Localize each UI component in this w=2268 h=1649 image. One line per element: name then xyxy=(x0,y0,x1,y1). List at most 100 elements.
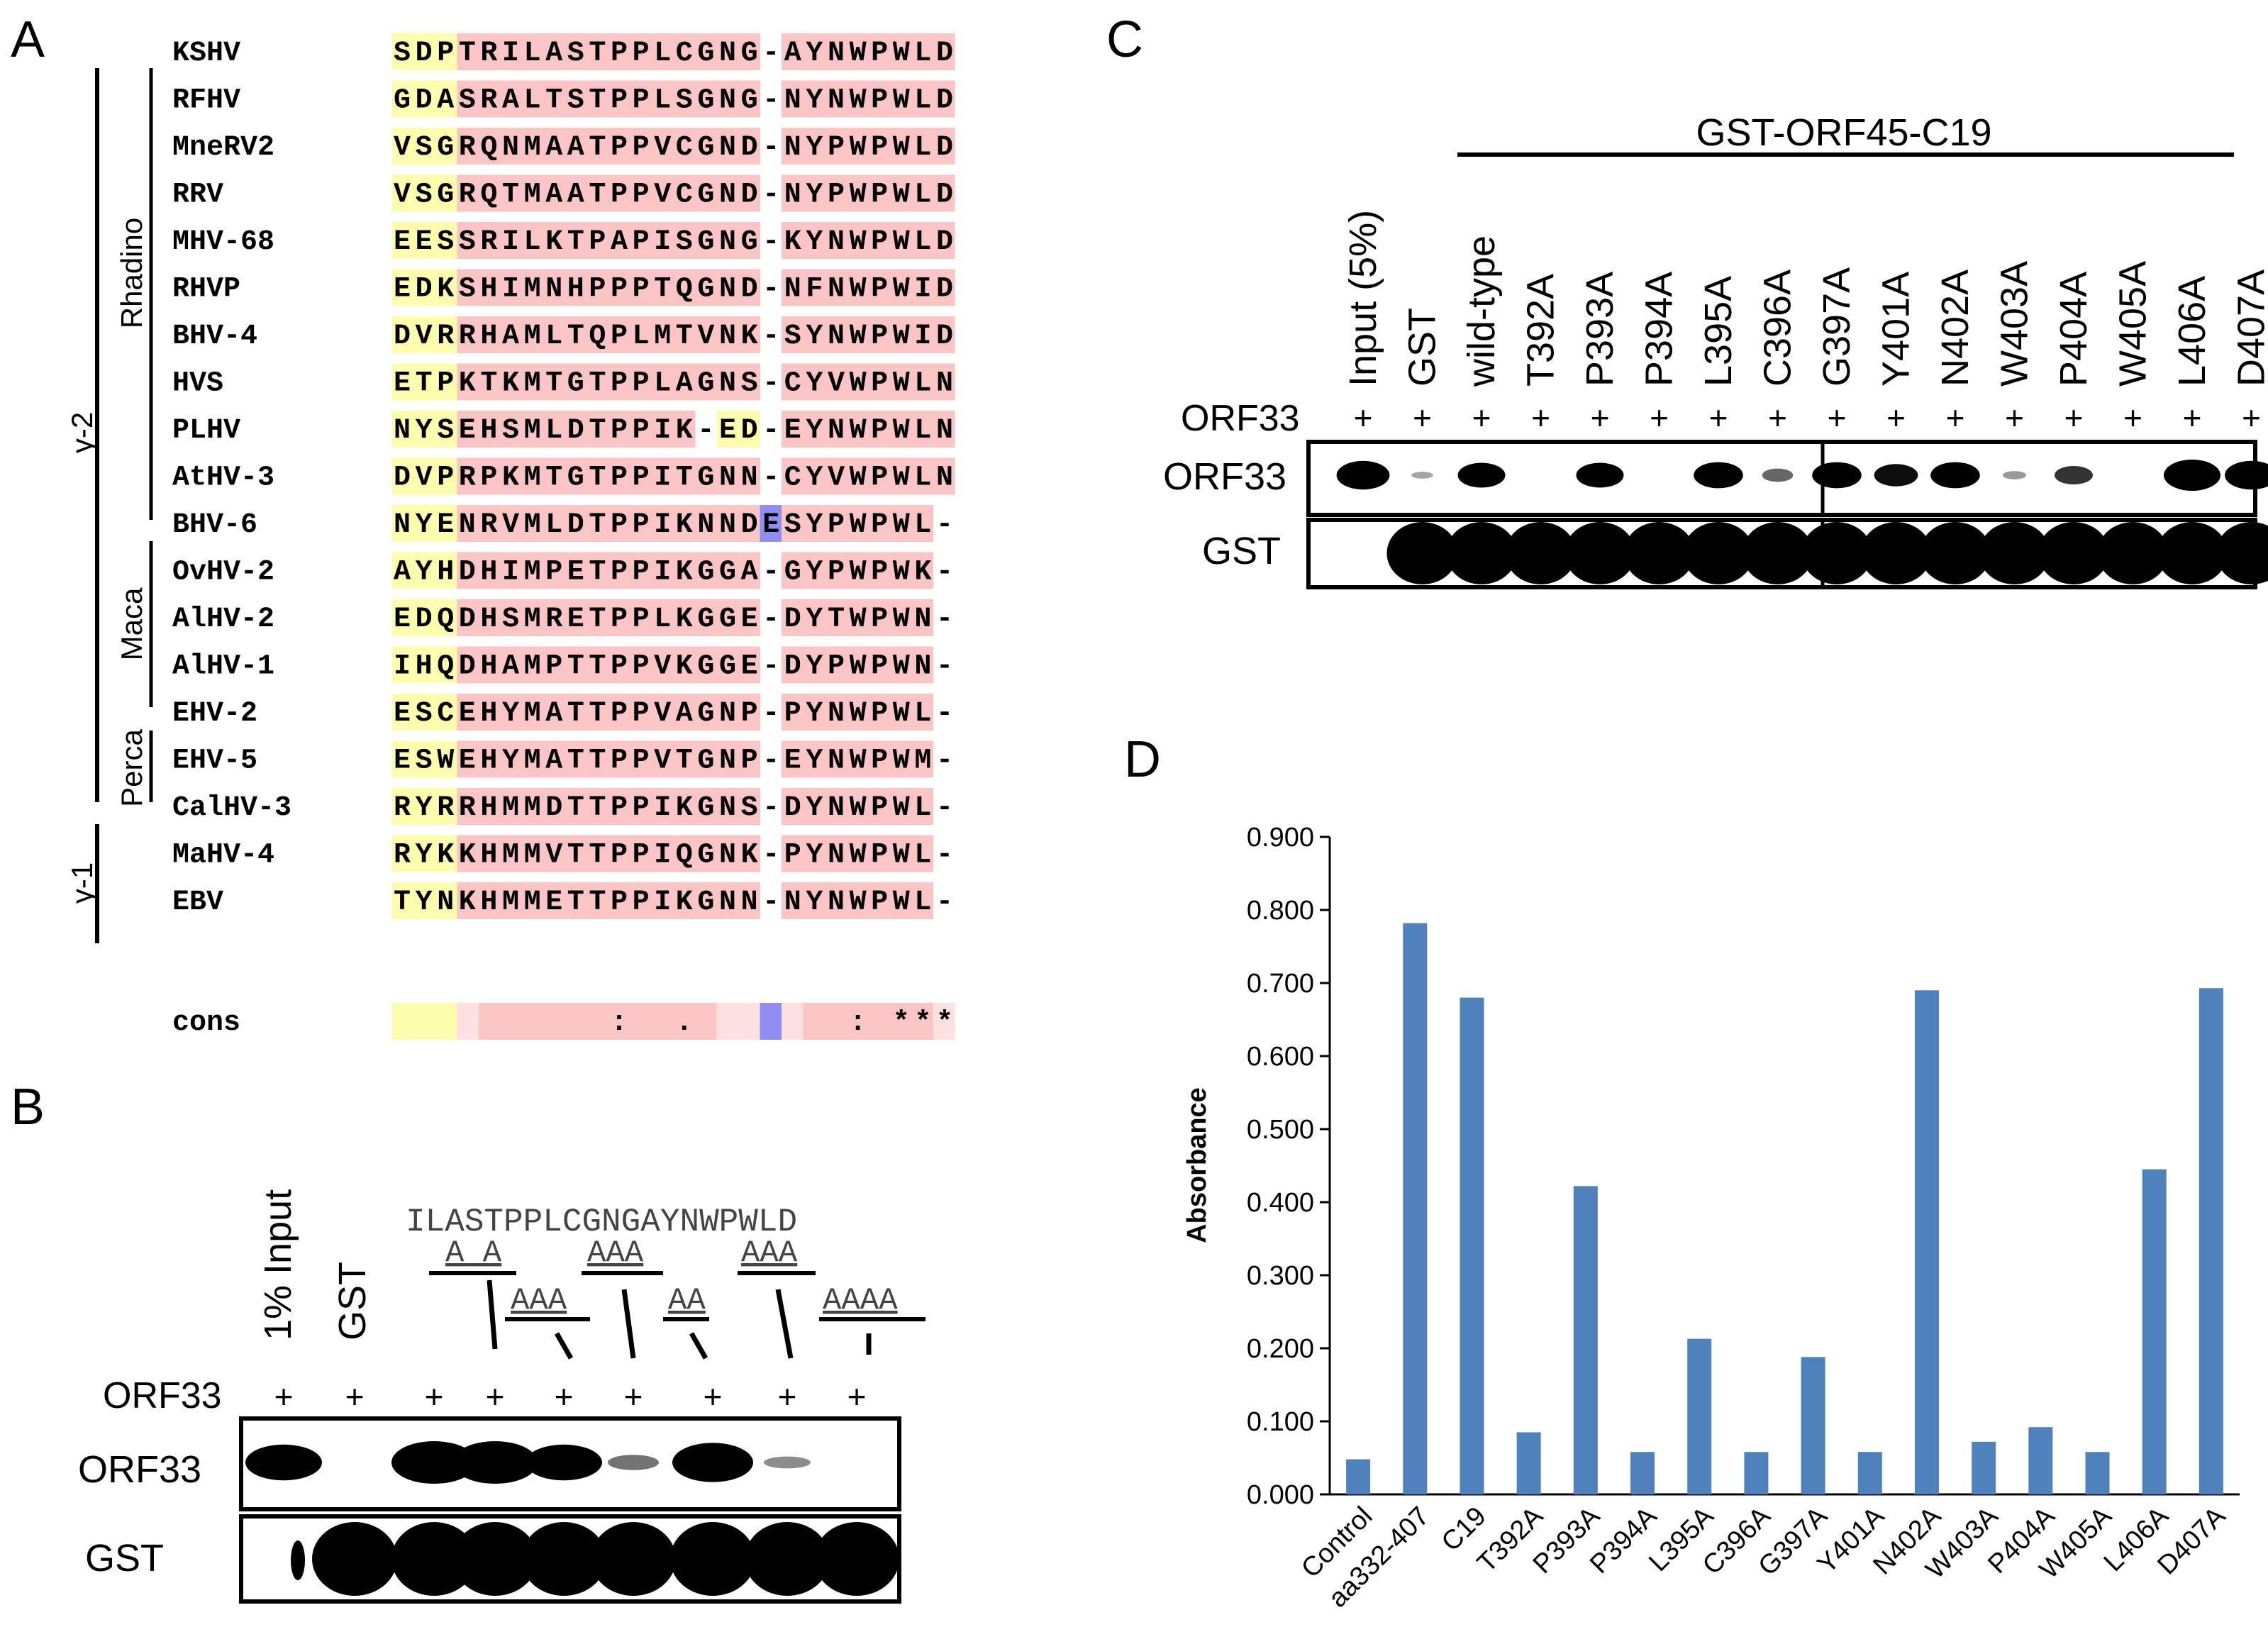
consensus-label: cons xyxy=(172,1007,240,1039)
gst-band xyxy=(2038,522,2109,584)
alignment-cell xyxy=(911,646,934,684)
alignment-cell xyxy=(825,411,847,448)
alignment-cell xyxy=(716,740,739,778)
alignment-cell xyxy=(543,835,566,872)
alignment-cell xyxy=(479,457,501,495)
alignment-cell xyxy=(565,694,588,731)
alignment-cell xyxy=(782,882,804,919)
bar xyxy=(1914,990,1939,1494)
alignment-cell xyxy=(630,316,652,353)
alignment-cell xyxy=(716,694,739,731)
plus-row-c: + + + + + + + + + + + + + + + + xyxy=(1354,399,2261,436)
mutation-connector xyxy=(554,1332,574,1360)
consensus-cell xyxy=(587,1003,609,1040)
alignment-cell xyxy=(500,411,523,448)
alignment-cell xyxy=(435,505,458,542)
alignment-cell xyxy=(911,128,934,165)
mutation-label: AAAA xyxy=(823,1283,898,1318)
alignment-cell xyxy=(738,457,761,495)
alignment-cell xyxy=(479,80,501,118)
alignment-cell xyxy=(479,646,501,684)
gst-band xyxy=(591,1522,676,1596)
alignment-cell xyxy=(457,128,479,165)
consensus-cell xyxy=(933,1003,955,1040)
alignment-cell xyxy=(543,222,566,259)
alignment-cell xyxy=(933,269,955,306)
alignment-cell xyxy=(803,222,826,259)
alignment-cell xyxy=(608,128,631,165)
orf33-band xyxy=(1812,462,1862,489)
alignment-cell xyxy=(803,552,826,589)
sequence-name: AtHV-3 xyxy=(172,462,274,494)
group-maca-label: Maca xyxy=(115,587,148,660)
alignment-cell xyxy=(716,505,739,542)
gst-band xyxy=(521,1522,606,1596)
alignment-cell xyxy=(522,694,545,731)
alignment-cell xyxy=(868,646,891,684)
alignment-cell xyxy=(738,222,761,259)
alignment-cell xyxy=(825,174,847,212)
consensus-cell xyxy=(565,1003,588,1040)
alignment-cell xyxy=(782,740,804,778)
alignment-cell xyxy=(716,174,739,212)
alignment-cell xyxy=(500,363,523,401)
alignment-cell xyxy=(522,80,545,118)
alignment-cell xyxy=(435,835,458,872)
alignment-cell xyxy=(695,599,718,636)
alignment-cell xyxy=(479,316,501,353)
alignment-cell xyxy=(846,835,869,872)
alignment-cell xyxy=(457,80,479,118)
alignment-cell xyxy=(738,411,761,448)
alignment-cell xyxy=(716,316,739,353)
alignment-cell xyxy=(673,80,696,118)
alignment-cell xyxy=(652,269,674,306)
alignment-cell xyxy=(565,788,588,825)
alignment-cell xyxy=(543,552,566,589)
alignment-cell xyxy=(673,788,696,825)
alignment-cell xyxy=(457,316,479,353)
alignment-cell xyxy=(911,505,934,542)
alignment-cell xyxy=(868,269,891,306)
alignment-cell xyxy=(846,128,869,165)
alignment-cell xyxy=(587,552,609,589)
plus-sign: + xyxy=(1886,399,1906,436)
plus-row: + + + + + + + + + xyxy=(274,1378,867,1415)
sequence-name: RFHV xyxy=(172,85,240,117)
alignment-cell xyxy=(435,646,458,684)
alignment-cell xyxy=(803,740,826,778)
consensus-cell xyxy=(738,1003,761,1040)
consensus-cell xyxy=(522,1003,545,1040)
alignment-cell xyxy=(500,174,523,212)
alignment-cell xyxy=(889,505,912,542)
alignment-cell xyxy=(825,882,847,919)
alignment-cell xyxy=(608,33,631,70)
alignment-cell xyxy=(782,363,804,401)
alignment-cell xyxy=(565,457,588,495)
alignment-cell xyxy=(413,269,436,306)
gst-band xyxy=(1446,522,1517,584)
alignment-cell xyxy=(565,552,588,589)
sequence-name: MneRV2 xyxy=(172,132,274,164)
alignment-cell xyxy=(630,411,652,448)
alignment-cell xyxy=(608,363,631,401)
y-axis-ticks: 0.000 0.100 0.200 0.300 0.400 0.500 0.600 0.700… xyxy=(1247,823,1330,1510)
alignment-cell xyxy=(673,646,696,684)
alignment-cell xyxy=(608,505,631,542)
plus-sign: + xyxy=(1650,399,1669,436)
alignment-cell xyxy=(738,694,761,731)
alignment-cell xyxy=(435,269,458,306)
alignment-cell xyxy=(457,694,479,731)
alignment-cell xyxy=(630,457,652,495)
alignment-cell xyxy=(565,411,588,448)
alignment-cell xyxy=(522,411,545,448)
alignment-cell xyxy=(500,80,523,118)
alignment-cell xyxy=(500,222,523,259)
plus-sign: + xyxy=(2064,399,2084,436)
mutation-connector xyxy=(487,1279,498,1350)
alignment-cell xyxy=(457,835,479,872)
bar xyxy=(2028,1427,2053,1494)
alignment-cell xyxy=(846,222,869,259)
alignment-cell xyxy=(673,363,696,401)
alignment-cell xyxy=(608,646,631,684)
orf33-band xyxy=(452,1441,538,1484)
